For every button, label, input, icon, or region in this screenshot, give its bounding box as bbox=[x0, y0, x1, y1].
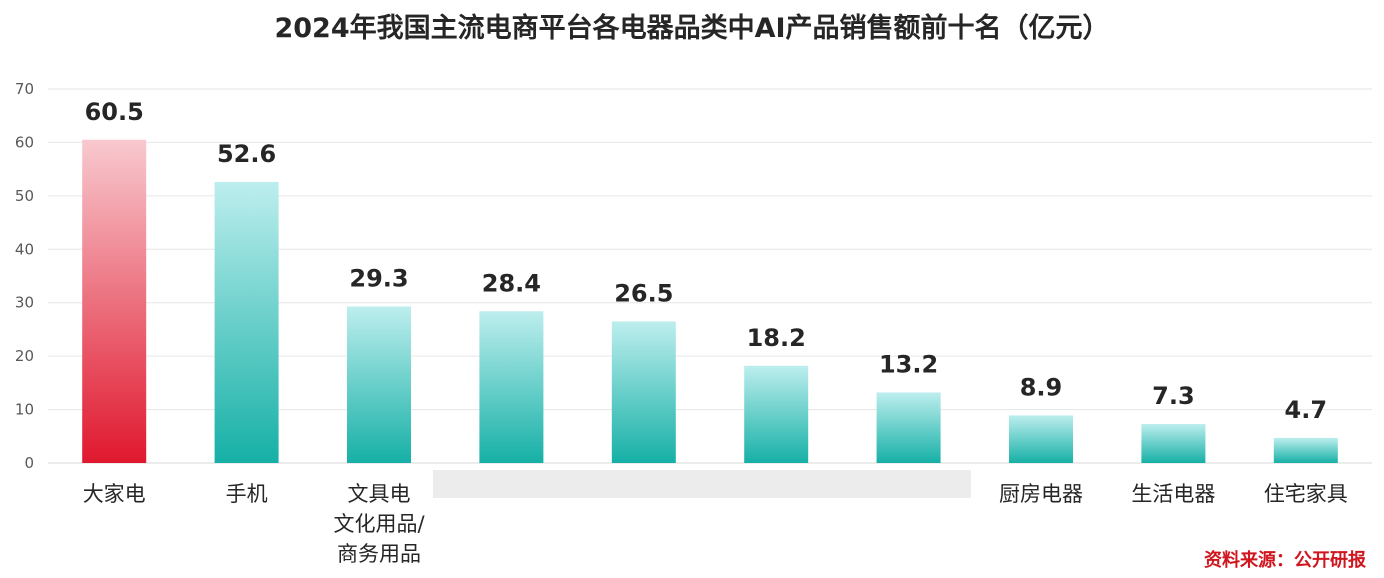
source-note: 资料来源：公开研报 bbox=[1204, 549, 1366, 571]
value-label: 7.3 bbox=[1152, 382, 1195, 410]
value-label: 29.3 bbox=[349, 264, 408, 292]
y-tick-label: 30 bbox=[15, 294, 34, 312]
bar bbox=[876, 392, 941, 463]
y-tick-label: 10 bbox=[15, 401, 34, 419]
value-label: 52.6 bbox=[217, 140, 276, 168]
bar bbox=[82, 139, 147, 463]
blurred-label-region bbox=[433, 470, 971, 498]
category-label: 大家电 bbox=[83, 482, 146, 506]
category-label: 生活电器 bbox=[1131, 482, 1215, 506]
category-label: 厨房电器 bbox=[999, 482, 1083, 506]
category-label: 文化用品/ bbox=[333, 512, 425, 536]
category-label: 住宅家具 bbox=[1264, 482, 1348, 506]
bar bbox=[1009, 415, 1073, 463]
value-label: 4.7 bbox=[1285, 396, 1328, 424]
category-label: 手机 bbox=[226, 482, 268, 506]
value-labels: 60.5 52.6 29.3 28.4 26.5 18.2 13.2 8.9 7.3 4.7 bbox=[85, 98, 1327, 424]
y-tick-label: 20 bbox=[15, 347, 34, 365]
category-label: 文具电 bbox=[348, 482, 411, 506]
value-label: 8.9 bbox=[1020, 373, 1063, 401]
bar bbox=[347, 306, 411, 463]
bar bbox=[1141, 423, 1206, 463]
y-tick-label: 70 bbox=[15, 80, 34, 98]
bar bbox=[744, 365, 809, 463]
value-label: 28.4 bbox=[482, 269, 541, 297]
y-tick-label: 0 bbox=[24, 454, 34, 472]
value-label: 18.2 bbox=[747, 324, 806, 352]
bar bbox=[479, 311, 544, 463]
y-axis-ticks: 0 10 20 30 40 50 60 70 bbox=[15, 80, 34, 472]
category-label: 商务用品 bbox=[337, 542, 421, 566]
value-label: 60.5 bbox=[85, 98, 144, 126]
value-label: 26.5 bbox=[614, 279, 673, 307]
value-label: 13.2 bbox=[879, 350, 938, 378]
bar bbox=[214, 181, 279, 464]
bars bbox=[82, 139, 1338, 464]
chart-title: 2024年我国主流电商平台各电器品类中AI产品销售额前十名（亿元） bbox=[274, 12, 1109, 44]
bar bbox=[1273, 437, 1338, 463]
y-tick-label: 50 bbox=[15, 187, 34, 205]
bar bbox=[611, 321, 676, 463]
y-tick-label: 40 bbox=[15, 240, 34, 258]
y-tick-label: 60 bbox=[15, 133, 34, 151]
